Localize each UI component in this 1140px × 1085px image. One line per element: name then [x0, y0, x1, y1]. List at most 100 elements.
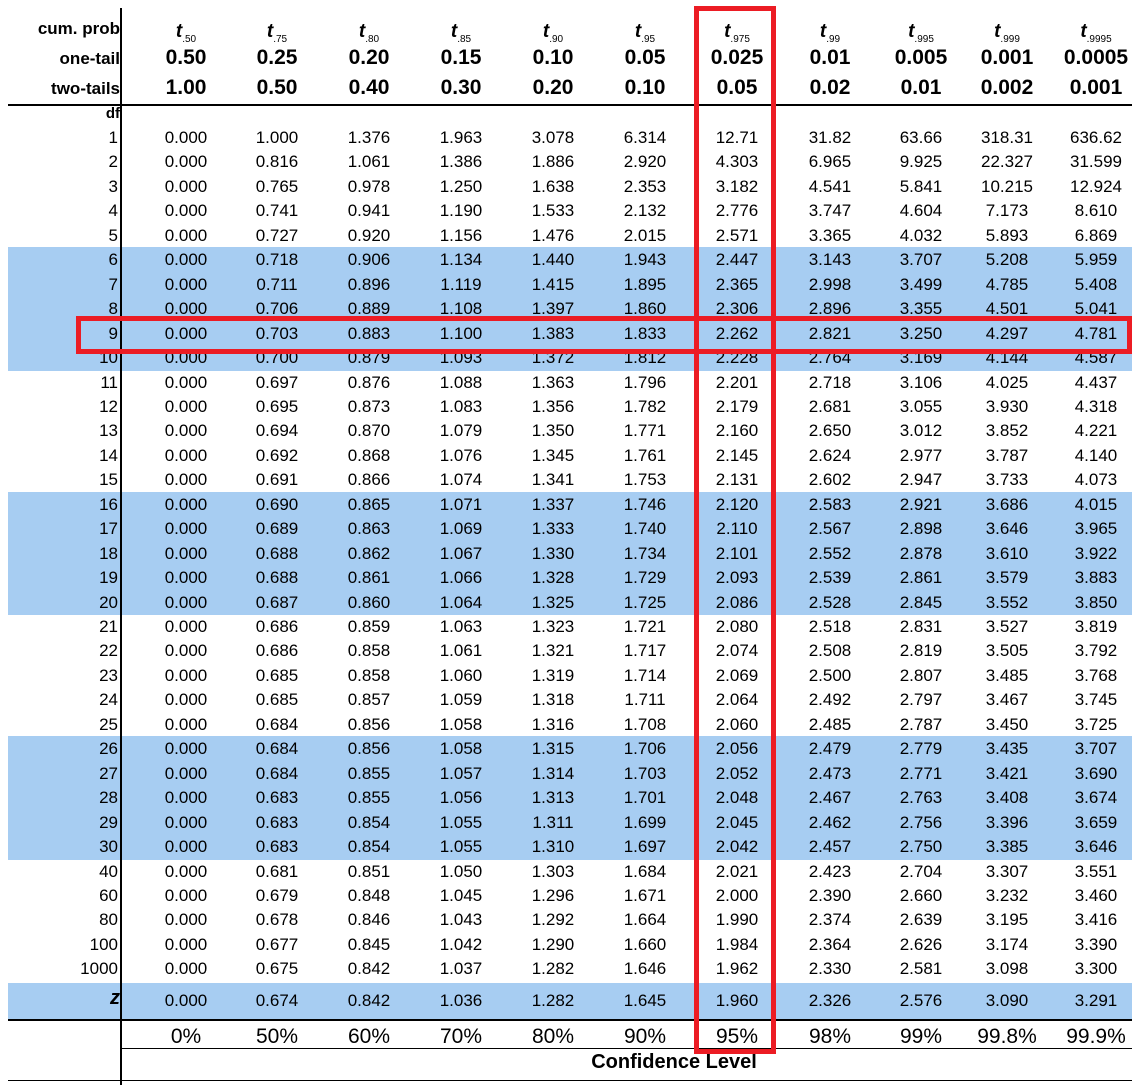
table-cell: 0.718 [255, 250, 299, 270]
table-cell: 2.583 [808, 494, 852, 514]
table-cell: 0.000 [164, 250, 208, 270]
z-row-cell: 3.291 [1074, 991, 1118, 1010]
table-cell: 3.646 [985, 519, 1029, 539]
table-cell: 1.056 [439, 788, 483, 808]
table-cell: 4.541 [808, 176, 852, 196]
table-cell: 3.707 [1074, 739, 1118, 759]
t-column-header: t.85 [450, 21, 472, 45]
table-cell: 1.833 [623, 323, 667, 343]
one-tail-value: 0.005 [894, 46, 948, 69]
table-cell: 2.110 [716, 519, 758, 539]
df-value: 16 [99, 494, 118, 514]
table-cell: 1.064 [439, 592, 483, 612]
table-cell: 2.776 [715, 201, 759, 221]
table-cell: 1.037 [439, 959, 483, 979]
table-cell: 1.100 [439, 323, 483, 343]
table-cell: 2.074 [715, 641, 759, 661]
one-tail-value: 0.50 [165, 46, 207, 69]
df-value: 5 [108, 225, 118, 245]
table-cell: 2.492 [808, 690, 852, 710]
table-cell: 0.845 [347, 934, 391, 954]
df-value: 27 [99, 763, 118, 783]
t-column-header: t.999 [994, 21, 1020, 45]
df-value: 18 [99, 543, 118, 563]
table-cell: 1.706 [623, 739, 667, 759]
table-cell: 1.761 [623, 445, 667, 465]
table-cell: 0.000 [164, 445, 208, 465]
table-cell: 5.893 [985, 225, 1029, 245]
table-cell: 4.781 [1074, 323, 1118, 343]
t-column-header: t.99 [819, 21, 841, 45]
table-cell: 0.687 [255, 592, 299, 612]
table-cell: 0.000 [164, 372, 208, 392]
df-value: 28 [99, 788, 118, 808]
table-cell: 0.694 [255, 421, 299, 441]
table-cell: 3.355 [899, 299, 943, 319]
table-cell: 3.965 [1074, 519, 1118, 539]
table-cell: 0.677 [255, 934, 299, 954]
shaded-band [8, 736, 1132, 860]
df-value: 12 [99, 396, 118, 416]
table-cell: 3.819 [1074, 617, 1118, 636]
table-cell: 3.883 [1074, 568, 1118, 588]
table-cell: 6.965 [808, 152, 852, 172]
two-tails-value: 0.05 [716, 76, 758, 99]
table-cell: 1.325 [531, 592, 575, 612]
table-cell: 3.747 [808, 201, 852, 221]
df-value: 1000 [80, 959, 118, 979]
table-cell: 1.697 [623, 837, 667, 857]
table-cell: 0.688 [255, 568, 299, 588]
table-cell: 2.831 [899, 617, 943, 636]
table-cell: 4.073 [1074, 470, 1118, 490]
table-cell: 0.000 [164, 885, 208, 905]
table-cell: 2.845 [899, 592, 943, 612]
table-cell: 0.857 [347, 690, 391, 710]
table-cell: 2.423 [808, 861, 852, 881]
table-cell: 31.82 [808, 128, 852, 147]
table-cell: 3.527 [985, 617, 1029, 636]
table-cell: 2.624 [808, 445, 852, 465]
table-cell: 1.886 [531, 152, 575, 172]
table-cell: 9.925 [899, 152, 943, 172]
table-cell: 0.883 [347, 323, 391, 343]
table-cell: 1.333 [531, 519, 575, 539]
two-tails-value: 0.10 [624, 76, 666, 99]
table-cell: 4.015 [1074, 494, 1118, 514]
z-row-cell: 0.674 [255, 991, 299, 1010]
table-cell: 0.000 [164, 128, 208, 147]
table-cell: 1.061 [347, 152, 391, 172]
table-cell: 1.721 [623, 617, 667, 636]
table-cell: 0.711 [256, 274, 298, 294]
table-cell: 0.859 [347, 617, 391, 636]
table-cell: 2.508 [808, 641, 852, 661]
z-row-cell: 1.036 [439, 991, 483, 1010]
table-cell: 2.518 [808, 617, 852, 636]
table-cell: 1.119 [440, 274, 482, 294]
table-cell: 2.093 [715, 568, 759, 588]
table-cell: 0.851 [347, 861, 391, 881]
table-cell: 0.855 [347, 763, 391, 783]
table-cell: 0.678 [255, 910, 299, 930]
z-row-label: z [110, 987, 120, 1009]
table-cell: 1.711 [624, 690, 666, 710]
table-cell: 2.485 [808, 714, 852, 734]
table-cell: 5.208 [985, 250, 1029, 270]
table-cell: 0.679 [255, 885, 299, 905]
table-cell: 0.685 [255, 665, 299, 685]
table-cell: 2.878 [899, 543, 943, 563]
table-cell: 1.310 [531, 837, 575, 857]
table-cell: 2.086 [715, 592, 759, 612]
table-cell: 2.457 [808, 837, 852, 857]
df-value: 7 [108, 274, 118, 294]
cum-prob-label: cum. prob [37, 19, 120, 38]
table-cell: 1.386 [439, 152, 483, 172]
table-cell: 0.684 [255, 739, 299, 759]
table-cell: 2.539 [808, 568, 852, 588]
table-cell: 4.140 [1074, 445, 1118, 465]
table-cell: 3.143 [808, 250, 852, 270]
table-cell: 5.408 [1074, 274, 1118, 294]
table-cell: 2.101 [715, 543, 759, 563]
table-cell: 1.088 [439, 372, 483, 392]
df-value: 26 [99, 739, 118, 759]
z-row-cell: 1.645 [623, 991, 667, 1010]
